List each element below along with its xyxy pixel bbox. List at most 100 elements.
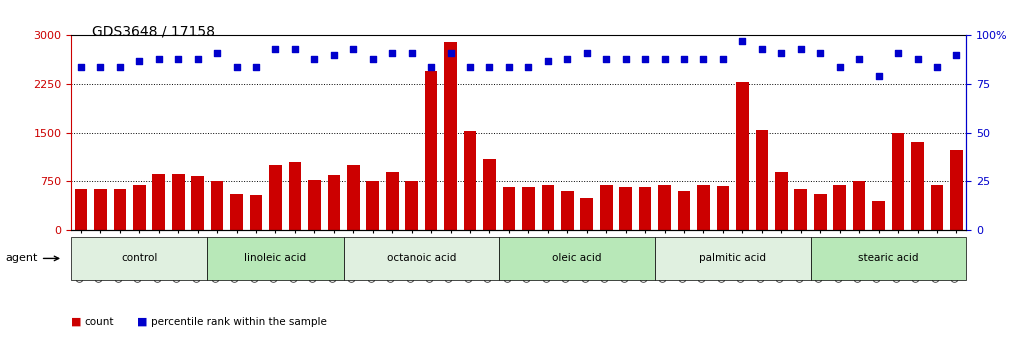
Point — [500, 64, 517, 69]
Point — [112, 64, 128, 69]
Bar — [230, 194, 243, 230]
Bar — [444, 42, 457, 230]
Bar — [347, 165, 360, 230]
Point — [442, 50, 459, 56]
Bar — [308, 180, 320, 230]
Point — [871, 73, 887, 79]
Point — [267, 46, 284, 52]
Point — [851, 56, 868, 62]
Bar — [153, 174, 165, 230]
Bar — [619, 187, 632, 230]
Point — [617, 56, 634, 62]
Point — [773, 50, 789, 56]
Text: octanoic acid: octanoic acid — [386, 253, 456, 263]
Point — [754, 46, 770, 52]
Point — [170, 56, 186, 62]
Bar — [172, 174, 184, 230]
Bar — [950, 150, 963, 230]
Bar — [717, 186, 729, 230]
Point — [579, 50, 595, 56]
Bar — [698, 185, 710, 230]
Point — [637, 56, 653, 62]
Point — [208, 50, 225, 56]
Point — [559, 56, 576, 62]
Bar — [191, 176, 204, 230]
Point — [189, 56, 205, 62]
Point — [813, 50, 829, 56]
Bar — [289, 162, 301, 230]
Point — [890, 50, 906, 56]
Bar — [794, 189, 807, 230]
Point — [792, 46, 809, 52]
Bar — [94, 189, 107, 230]
Point — [462, 64, 478, 69]
Bar — [931, 185, 944, 230]
Point — [306, 56, 322, 62]
Bar — [406, 181, 418, 230]
Point — [734, 38, 751, 44]
Point — [929, 64, 945, 69]
Point — [598, 56, 614, 62]
Bar — [892, 133, 904, 230]
Text: control: control — [121, 253, 158, 263]
Point — [540, 58, 556, 63]
Bar — [522, 187, 535, 230]
Bar — [327, 175, 340, 230]
Bar — [639, 187, 652, 230]
Bar — [775, 172, 787, 230]
Bar — [133, 185, 145, 230]
Bar — [541, 185, 554, 230]
Bar — [833, 185, 846, 230]
Point — [365, 56, 381, 62]
Bar — [114, 189, 126, 230]
Bar — [502, 187, 516, 230]
Point — [521, 64, 537, 69]
Point — [832, 64, 848, 69]
Text: oleic acid: oleic acid — [552, 253, 602, 263]
Text: palmitic acid: palmitic acid — [699, 253, 766, 263]
Bar — [873, 201, 885, 230]
Text: agent: agent — [5, 253, 38, 263]
Bar — [561, 191, 574, 230]
Bar — [366, 181, 379, 230]
Point — [287, 46, 303, 52]
Bar — [464, 131, 476, 230]
Bar — [270, 165, 282, 230]
Text: percentile rank within the sample: percentile rank within the sample — [151, 317, 326, 327]
Point — [229, 64, 245, 69]
Point — [481, 64, 497, 69]
Bar — [736, 82, 749, 230]
Bar — [581, 198, 593, 230]
Point — [325, 52, 342, 58]
Bar — [677, 191, 691, 230]
Point — [131, 58, 147, 63]
Bar — [756, 130, 768, 230]
Point — [948, 52, 964, 58]
Bar — [911, 142, 923, 230]
Bar — [385, 172, 399, 230]
Bar — [425, 71, 437, 230]
Text: GDS3648 / 17158: GDS3648 / 17158 — [92, 25, 215, 39]
Point — [248, 64, 264, 69]
Bar — [74, 189, 87, 230]
Bar — [250, 195, 262, 230]
Bar — [211, 181, 224, 230]
Point — [676, 56, 693, 62]
Bar — [814, 194, 827, 230]
Text: linoleic acid: linoleic acid — [244, 253, 306, 263]
Text: stearic acid: stearic acid — [858, 253, 918, 263]
Point — [151, 56, 167, 62]
Bar — [600, 185, 612, 230]
Point — [93, 64, 109, 69]
Bar — [483, 159, 496, 230]
Text: ■: ■ — [71, 317, 81, 327]
Point — [423, 64, 439, 69]
Bar — [658, 185, 671, 230]
Text: ■: ■ — [137, 317, 147, 327]
Point — [345, 46, 361, 52]
Text: count: count — [84, 317, 114, 327]
Point — [384, 50, 401, 56]
Point — [404, 50, 420, 56]
Point — [715, 56, 731, 62]
Point — [909, 56, 925, 62]
